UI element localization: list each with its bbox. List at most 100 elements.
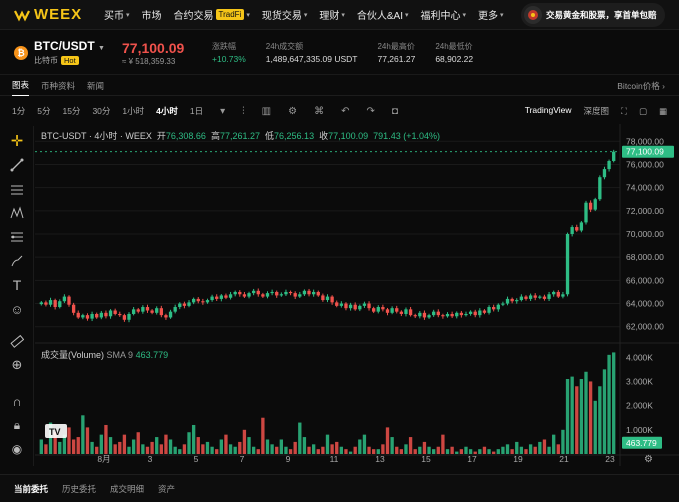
chevron-down-icon[interactable]: ▾: [220, 105, 226, 117]
candle-body: [39, 302, 43, 305]
volume-bar: [159, 444, 163, 454]
chart-settings-icon[interactable]: ⚙: [644, 454, 653, 465]
emoji-icon[interactable]: ☺: [10, 301, 24, 317]
candle-body: [215, 296, 219, 299]
pair-selector[interactable]: BTC/USDT ▼ 比特币 Hot: [34, 39, 122, 66]
volume-tick-label: 4.000K: [626, 352, 653, 362]
low-label: 低: [265, 131, 275, 141]
time-tick-label: 21: [559, 454, 569, 464]
ruler-icon[interactable]: [8, 332, 26, 350]
lock-icon[interactable]: 🔒︎: [13, 417, 21, 432]
candle-body: [478, 310, 482, 316]
volume-bar: [48, 422, 53, 454]
camera-icon[interactable]: ◘: [391, 105, 398, 117]
volume-bar: [251, 446, 256, 454]
candle-body: [505, 298, 510, 304]
price-chart[interactable]: 78,000.00 76,000.00 74,000.00 72,000.00 70,0…: [35, 124, 679, 474]
candle-body: [141, 307, 145, 312]
window-icon[interactable]: ▢: [638, 105, 647, 116]
candle-body: [205, 300, 210, 303]
candle-body: [371, 308, 376, 312]
order-tab-0[interactable]: 当前委托: [14, 483, 49, 494]
nav-item-6[interactable]: 福利中心 ▾: [421, 7, 467, 22]
volume-bar: [325, 434, 330, 454]
volume-bar: [256, 449, 260, 454]
nav-item-1[interactable]: 市场: [142, 7, 162, 22]
pattern-icon[interactable]: [8, 204, 26, 222]
brush-icon[interactable]: [8, 252, 26, 270]
tab-1[interactable]: 币种资料: [41, 80, 76, 91]
volume-bar: [552, 434, 556, 454]
order-tab-3[interactable]: 资产: [158, 483, 176, 494]
volume-bar: [67, 427, 71, 454]
weex-logo[interactable]: WEEX: [14, 6, 104, 23]
layout-icon[interactable]: ⌘: [314, 105, 325, 117]
indicator-icon[interactable]: ⫶: [242, 105, 245, 117]
grid-layout-icon[interactable]: ▦: [658, 105, 667, 116]
interval-5[interactable]: 4小时: [156, 106, 178, 116]
volume-bar: [270, 444, 274, 454]
candle-body: [593, 199, 597, 210]
text-icon[interactable]: T: [12, 277, 22, 293]
nav-item-2[interactable]: 合约交易 TradFi ▾: [174, 7, 250, 22]
candle-body: [85, 315, 90, 319]
volume-bar: [579, 379, 584, 454]
crosshair-icon[interactable]: ✛: [10, 133, 24, 150]
candle-body: [302, 290, 307, 295]
volume-bar: [58, 441, 62, 454]
volume-bar: [150, 441, 154, 454]
chart-canvas[interactable]: 78,000.00 76,000.00 74,000.00 72,000.00 70,0…: [35, 124, 679, 474]
candle-body: [265, 293, 270, 297]
hide-icon[interactable]: ◉: [11, 442, 23, 456]
zoom-in-icon[interactable]: ⊕: [11, 357, 23, 372]
volume-bar: [284, 446, 288, 454]
tab-2[interactable]: 新闻: [87, 80, 105, 91]
volume-bar: [524, 449, 528, 454]
interval-6[interactable]: 1日: [189, 106, 204, 116]
view-option-0[interactable]: TradingView: [524, 105, 572, 115]
volume-bar: [492, 451, 496, 454]
undo-icon[interactable]: ↶: [341, 105, 350, 117]
bitcoin-price-link[interactable]: Bitcoin价格 ›: [617, 80, 665, 92]
candle-body: [482, 310, 487, 313]
interval-0[interactable]: 1分: [12, 106, 26, 116]
settings-icon[interactable]: ⚙: [288, 105, 298, 117]
chart-type-icon[interactable]: ▥: [261, 105, 272, 117]
volume-bar: [381, 444, 385, 454]
redo-icon[interactable]: ↷: [366, 105, 375, 117]
candle-body: [432, 311, 436, 316]
pair-name: BTC/USDT: [34, 39, 95, 53]
nav-item-0[interactable]: 买币 ▾: [104, 7, 130, 22]
interval-3[interactable]: 30分: [92, 106, 111, 116]
volume-bar: [413, 449, 417, 454]
interval-4[interactable]: 1小时: [122, 106, 145, 116]
volume-bar: [468, 449, 473, 454]
candle-body: [233, 291, 237, 295]
fullscreen-icon[interactable]: ⛶: [620, 105, 627, 116]
view-option-1[interactable]: 深度图: [583, 106, 609, 116]
interval-2[interactable]: 15分: [62, 106, 81, 116]
volume-bar: [238, 441, 242, 454]
stat-value: +10.73%: [212, 54, 246, 64]
volume-bar: [275, 446, 279, 454]
volume-bar: [565, 379, 570, 454]
nav-item-5[interactable]: 合伙人&AI ▾: [357, 7, 409, 22]
time-tick-label: 9: [286, 454, 291, 464]
order-tab-2[interactable]: 成交明细: [110, 483, 145, 494]
candle-body: [261, 294, 265, 297]
magnet-icon[interactable]: ∩: [12, 393, 22, 409]
candle-body: [367, 303, 371, 309]
volume-bar: [173, 446, 177, 454]
promo-banner[interactable]: 交易黄金和股票，享首单包赔: [521, 3, 665, 27]
horizontal-lines-icon[interactable]: [8, 180, 26, 198]
fib-icon[interactable]: [8, 228, 26, 246]
nav-item-3[interactable]: 现货交易 ▾: [262, 7, 308, 22]
interval-1[interactable]: 5分: [37, 106, 51, 116]
tab-0[interactable]: 图表: [12, 76, 30, 96]
nav-item-4[interactable]: 理财 ▾: [319, 7, 345, 22]
trend-line-icon[interactable]: [8, 156, 26, 174]
nav-item-7[interactable]: 更多 ▾: [478, 7, 504, 22]
order-tab-1[interactable]: 历史委托: [62, 483, 97, 494]
volume-bar: [602, 369, 607, 454]
chevron-down-icon: ▾: [341, 11, 345, 19]
